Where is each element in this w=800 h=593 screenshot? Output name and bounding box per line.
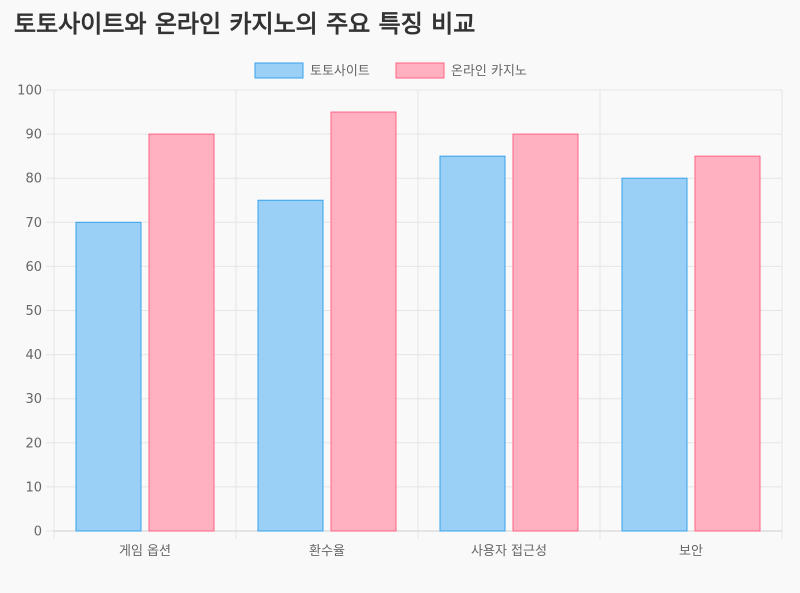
y-axis: 0 10 20 30 40 50 60 70 80 90 100	[17, 84, 42, 540]
bar-series-2-category-1[interactable]	[330, 111, 397, 532]
bar-series-2-category-0[interactable]	[148, 133, 215, 532]
y-tick-label-70: 70	[25, 216, 42, 231]
legend-swatch-series-2	[395, 62, 445, 79]
x-tick-label-2: 사용자 접근성	[471, 544, 547, 559]
bars	[75, 111, 761, 532]
bar-series-2-category-2[interactable]	[512, 133, 579, 532]
x-tick-label-0: 게임 옵션	[119, 544, 171, 559]
bar-series-1-category-2[interactable]	[439, 155, 506, 532]
x-tick-label-1: 환수율	[309, 544, 345, 559]
bar-series-1-category-3[interactable]	[621, 177, 688, 532]
y-tick-label-50: 50	[25, 304, 42, 319]
legend-swatch-series-1	[254, 62, 304, 79]
legend-label-series-2: 온라인 카지노	[451, 64, 527, 79]
legend-label-series-1: 토토사이트	[310, 64, 370, 79]
y-tick-label-20: 20	[25, 436, 42, 451]
y-tick-label-80: 80	[25, 172, 42, 187]
y-tick-label-60: 60	[25, 260, 42, 275]
legend-item-series-2[interactable]: 온라인 카지노	[395, 62, 527, 79]
legend-item-series-1[interactable]: 토토사이트	[254, 62, 370, 79]
y-tick-label-40: 40	[25, 348, 42, 363]
legend: 토토사이트 온라인 카지노	[254, 62, 527, 79]
y-tick-label-30: 30	[25, 392, 42, 407]
page-title: 토토사이트와 온라인 카지노의 주요 특징 비교	[14, 9, 476, 38]
y-tick-label-0: 0	[34, 525, 42, 540]
y-tick-label-100: 100	[17, 84, 42, 99]
bar-series-1-category-1[interactable]	[257, 199, 324, 532]
x-tick-label-3: 보안	[679, 544, 703, 559]
bar-series-1-category-0[interactable]	[75, 221, 142, 532]
bar-series-2-category-3[interactable]	[694, 155, 761, 532]
y-tick-label-10: 10	[25, 480, 42, 495]
y-tick-label-90: 90	[25, 128, 42, 143]
x-axis: 게임 옵션 환수율 사용자 접근성 보안	[119, 544, 703, 559]
